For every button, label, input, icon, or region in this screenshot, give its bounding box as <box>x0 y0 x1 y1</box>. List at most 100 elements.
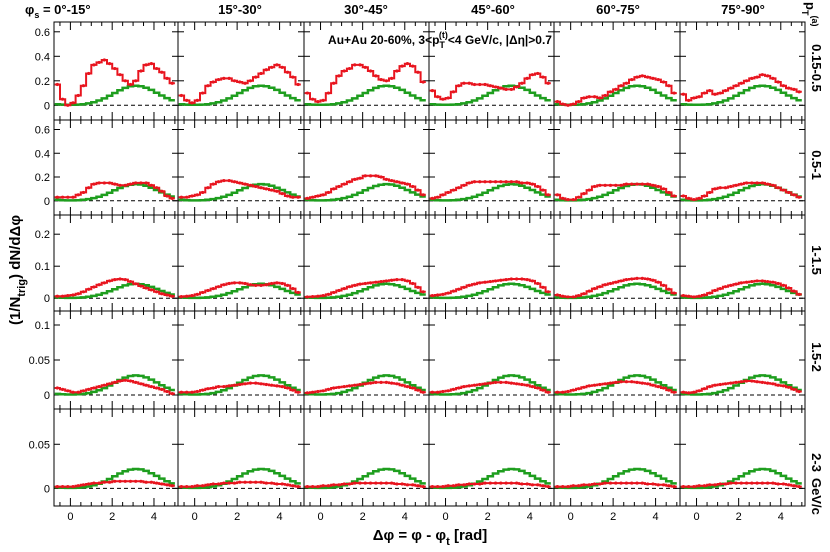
data-point <box>656 483 660 487</box>
data-point <box>305 391 309 395</box>
data-point <box>614 481 618 485</box>
y-tick-label: 0.4 <box>35 51 50 63</box>
data-point <box>347 482 352 486</box>
data-point <box>546 193 550 197</box>
data-point <box>291 287 295 291</box>
data-point <box>624 278 628 282</box>
data-point <box>462 183 466 187</box>
data-point <box>113 380 117 384</box>
data-point <box>619 183 623 187</box>
data-point <box>270 481 274 485</box>
data-point <box>681 485 685 489</box>
data-point <box>342 385 346 389</box>
panel-r2-c3 <box>428 214 555 312</box>
data-point <box>311 195 315 199</box>
data-point <box>179 195 183 199</box>
data-point <box>760 380 764 384</box>
data-point <box>113 66 117 71</box>
data-point <box>530 385 535 389</box>
data-point <box>238 181 242 185</box>
data-point <box>144 383 148 387</box>
phis-header: φs = 0°-15° <box>25 2 91 20</box>
data-point <box>739 281 743 285</box>
data-point <box>472 282 477 286</box>
data-point <box>739 481 743 485</box>
data-point <box>160 387 164 391</box>
data-point <box>561 196 565 200</box>
data-point <box>123 479 127 483</box>
data-point <box>718 287 722 291</box>
data-point <box>630 380 634 384</box>
data-point <box>451 188 456 192</box>
data-point <box>640 481 644 485</box>
data-point <box>92 285 96 289</box>
data-point <box>316 485 320 489</box>
data-point <box>118 73 122 77</box>
data-point <box>144 286 148 290</box>
data-point <box>441 389 445 394</box>
data-point <box>723 382 728 386</box>
data-series <box>554 74 677 107</box>
column-header-3: 45°-60° <box>471 2 515 17</box>
data-point <box>561 294 565 298</box>
figure-title: Au+Au 20-60%, 3<pT(t)<4 GeV/c, |Δη|>0.7 <box>328 30 552 50</box>
data-point <box>760 279 764 283</box>
data-point <box>718 91 722 95</box>
data-point <box>661 80 666 84</box>
data-point <box>692 390 696 394</box>
data-point <box>681 390 685 394</box>
data-point <box>363 281 367 286</box>
data-point <box>216 77 221 82</box>
panel-r2-c5 <box>679 214 806 312</box>
data-point <box>160 292 164 296</box>
data-point <box>718 186 722 190</box>
data-point <box>792 289 796 293</box>
data-point <box>264 481 268 485</box>
data-point <box>582 483 586 487</box>
data-point <box>384 279 388 283</box>
data-point <box>488 84 492 88</box>
data-point <box>201 290 205 295</box>
data-point <box>139 382 143 386</box>
data-point <box>243 81 247 85</box>
data-point <box>478 180 482 184</box>
data-point <box>102 58 106 62</box>
data-point <box>149 385 153 389</box>
background-series <box>680 467 802 490</box>
x-tick-label: 0 <box>693 511 699 523</box>
data-point <box>280 385 284 389</box>
data-point <box>598 183 602 187</box>
data-point <box>483 82 487 87</box>
data-point <box>92 481 96 485</box>
background-series <box>680 282 802 300</box>
data-point <box>216 285 221 289</box>
panel-r4-c4: 0 2 4 <box>553 408 681 523</box>
data-point <box>582 385 586 389</box>
data-point <box>734 84 738 88</box>
panel-r4-c1: 0 2 4 <box>177 408 305 523</box>
data-point <box>395 482 399 486</box>
data-point <box>332 81 336 85</box>
data-point <box>243 281 247 286</box>
data-point <box>254 480 258 484</box>
panel-r1-c5 <box>679 119 806 216</box>
data-point <box>493 279 498 283</box>
panel-frame <box>553 408 681 507</box>
x-tick-label: 2 <box>485 511 491 523</box>
data-point <box>390 76 394 80</box>
data-point <box>243 182 247 186</box>
data-point <box>316 294 320 298</box>
data-point <box>201 484 205 488</box>
data-point <box>118 479 122 483</box>
data-point <box>285 283 290 287</box>
y-tick-label: 0 <box>44 196 50 208</box>
data-point <box>603 382 607 386</box>
data-point <box>216 385 221 389</box>
background-series <box>304 282 426 300</box>
data-point <box>462 285 466 289</box>
data-point <box>411 64 415 68</box>
data-point <box>305 196 309 200</box>
data-point <box>619 279 623 283</box>
data-point <box>87 387 91 391</box>
background-series <box>304 182 426 202</box>
